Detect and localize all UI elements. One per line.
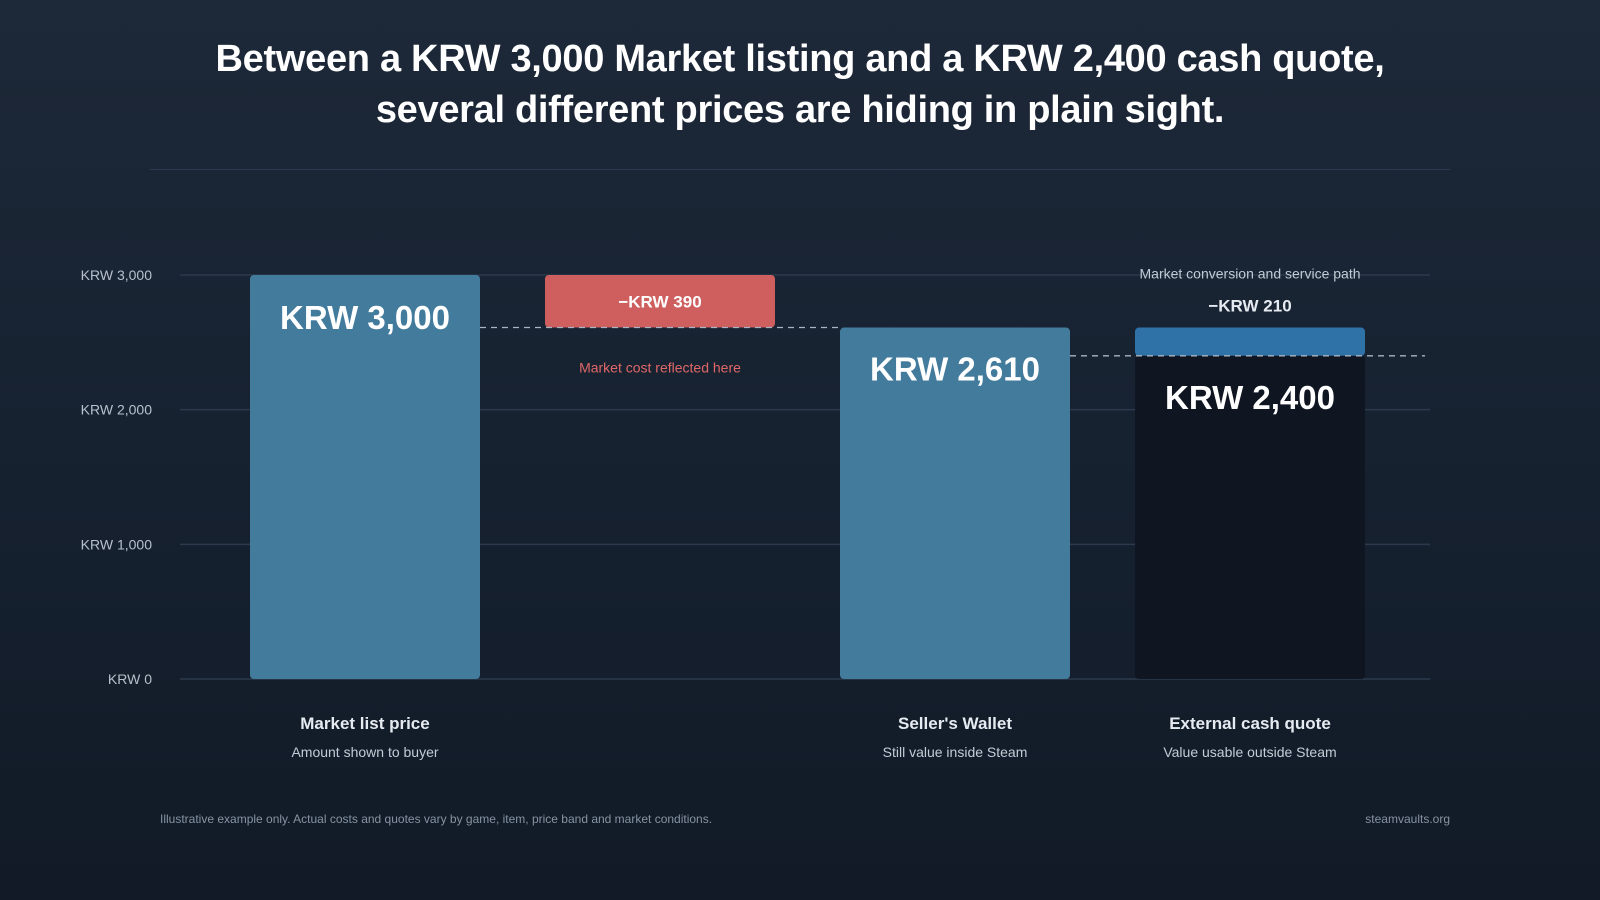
category-sublabel: Amount shown to buyer — [291, 744, 438, 760]
category-sublabel: Still value inside Steam — [883, 744, 1028, 760]
deduction-note: Market conversion and service path — [1140, 266, 1361, 282]
source-credit: steamvaults.org — [1365, 812, 1450, 826]
bar-market-list-price — [250, 275, 480, 679]
bar-value-label: KRW 3,000 — [280, 299, 450, 336]
title-divider — [150, 169, 1450, 170]
bar-value-label: KRW 2,400 — [1165, 379, 1335, 416]
category-label: Market list price — [300, 714, 429, 733]
category-sublabel: Value usable outside Steam — [1163, 744, 1336, 760]
category-label: Seller's Wallet — [898, 714, 1012, 733]
deduction-value-label: −KRW 390 — [618, 292, 701, 311]
bar-market-cost-deduction — [545, 275, 775, 328]
deduction-value-label: −KRW 210 — [1208, 297, 1291, 316]
y-tick-label: KRW 2,000 — [81, 402, 153, 418]
deduction-note: Market cost reflected here — [579, 360, 741, 376]
bar-value-label: KRW 2,610 — [870, 351, 1040, 388]
bar-service-deduction — [1135, 327, 1365, 356]
footnote: Illustrative example only. Actual costs … — [160, 812, 713, 826]
y-tick-label: KRW 1,000 — [81, 536, 153, 552]
y-tick-label: KRW 3,000 — [81, 267, 153, 283]
category-label: External cash quote — [1169, 714, 1331, 733]
title-line-1: Between a KRW 3,000 Market listing and a… — [215, 38, 1385, 80]
y-tick-label: KRW 0 — [108, 671, 152, 687]
chart-title: Between a KRW 3,000 Market listing and a… — [0, 34, 1600, 136]
bar-sellers-wallet — [840, 327, 1070, 679]
title-line-2: several different prices are hiding in p… — [375, 89, 1225, 131]
bar-external-cash-quote — [1135, 355, 1365, 679]
